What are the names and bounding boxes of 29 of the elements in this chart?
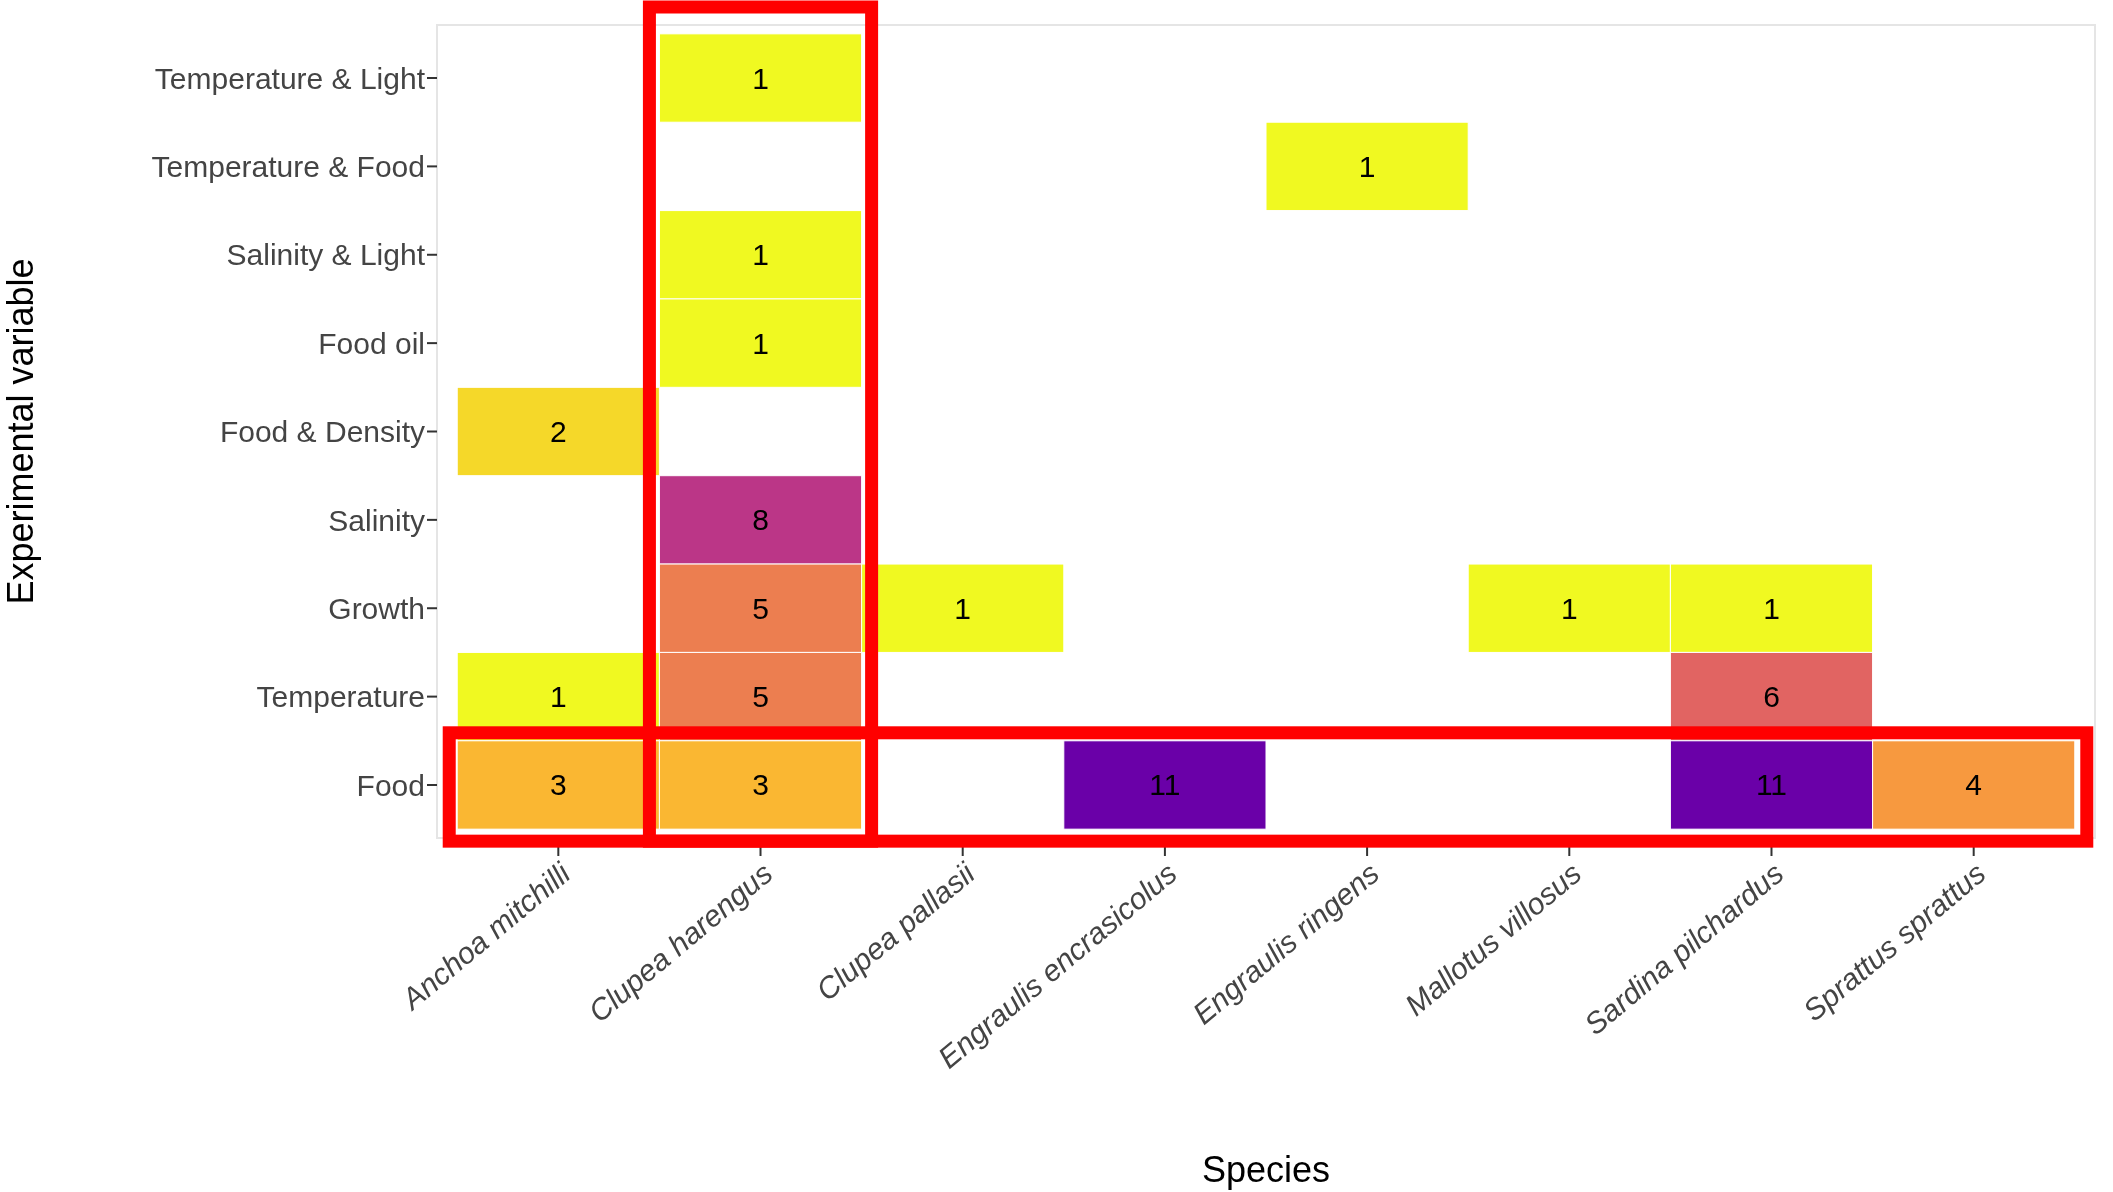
y-tick-label: Temperature & Food xyxy=(151,150,425,184)
data-label: 1 xyxy=(752,326,769,360)
y-tick-label: Temperature xyxy=(256,680,425,714)
data-label: 6 xyxy=(1763,680,1780,714)
data-label: 5 xyxy=(752,680,769,714)
data-label: 1 xyxy=(1560,591,1578,625)
data-label: 3 xyxy=(549,768,567,802)
data-label: 1 xyxy=(954,591,972,625)
data-label: 4 xyxy=(1965,768,1983,802)
y-tick-label: Food xyxy=(356,768,425,802)
y-tick-label: Food & Density xyxy=(219,415,425,449)
data-label: 8 xyxy=(752,503,769,537)
y-tick-label: Growth xyxy=(328,591,425,625)
y-tick-label: Food oil xyxy=(318,326,425,360)
data-label: 2 xyxy=(549,415,567,448)
data-label: 1 xyxy=(1358,149,1376,183)
x-axis-title: Species xyxy=(1201,1149,1331,1190)
data-label: 1 xyxy=(1763,591,1780,625)
data-label: 11 xyxy=(1149,768,1181,802)
data-label: 5 xyxy=(752,591,769,625)
data-label: 3 xyxy=(752,768,769,802)
y-tick-label: Salinity xyxy=(328,503,425,537)
y-tick-label: Salinity & Light xyxy=(226,238,426,272)
data-label: 11 xyxy=(1755,768,1788,802)
y-axis-title: Experimental variable xyxy=(0,258,41,605)
y-tick-label: Temperature & Light xyxy=(154,61,426,95)
data-label: 1 xyxy=(752,61,769,95)
data-label: 1 xyxy=(549,680,567,714)
data-label: 1 xyxy=(752,238,769,272)
